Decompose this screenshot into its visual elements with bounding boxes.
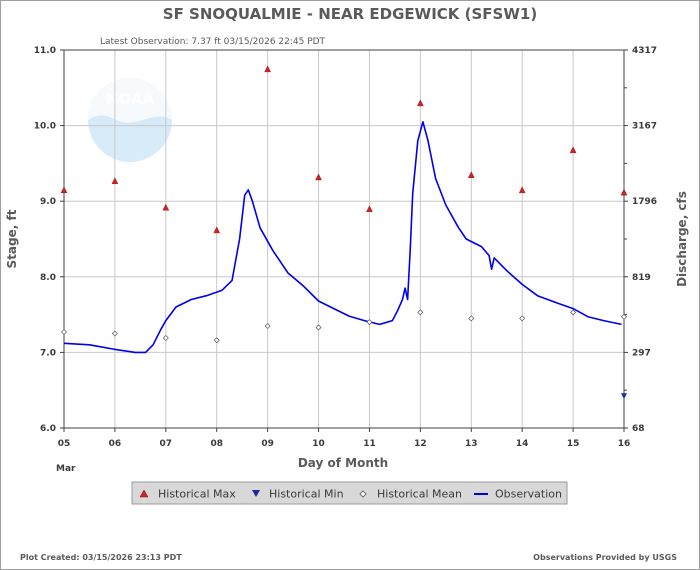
historical-mean-marker [519, 315, 526, 322]
historical-max-marker [315, 173, 322, 181]
historical-mean-marker [264, 322, 271, 329]
chart-title: SF SNOQUALMIE - NEAR EDGEWICK (SFSW1) [163, 5, 537, 23]
series-layer [63, 121, 622, 354]
legend-max-label: Historical Max [158, 488, 236, 501]
noaa-logo-text: NOAA [106, 90, 155, 108]
y-tick-label-left: 8.0 [40, 273, 56, 283]
y-tick-label-right: 68 [632, 424, 645, 434]
y-tick-label-right: 297 [632, 348, 651, 358]
legend-max-icon [139, 489, 149, 498]
legend-box [131, 481, 568, 505]
historical-max-marker [162, 203, 170, 211]
plot-created-footer: Plot Created: 03/15/2026 23:13 PDT [20, 553, 182, 562]
x-tick-label: 05 [58, 439, 71, 449]
y-tick-label-right: 4317 [632, 46, 657, 56]
historical-min-marker [621, 393, 627, 400]
y-axis-label-left: Stage, ft [5, 209, 19, 268]
x-tick-label: 09 [261, 439, 274, 449]
y-tick-label-left: 6.0 [40, 424, 56, 434]
x-tick-label: 10 [312, 439, 325, 449]
y-tick-label-left: 10.0 [34, 122, 56, 132]
historical-mean-marker [468, 315, 475, 322]
historical-max-marker [111, 177, 119, 184]
legend-mean-label: Historical Mean [377, 488, 462, 501]
legend-mean-icon [359, 490, 367, 498]
noaa-logo-watermark: NOAA [88, 78, 172, 162]
historical-max-marker [366, 205, 373, 212]
marker-layer [60, 65, 628, 400]
legend: Historical Max Historical Min Historical… [131, 481, 568, 505]
x-tick-label: 08 [210, 439, 223, 449]
x-tick-label: 06 [109, 439, 122, 449]
historical-max-marker [569, 146, 577, 153]
historical-mean-marker [417, 309, 424, 316]
x-tick-label: 07 [160, 439, 173, 449]
x-tick-label: 11 [363, 439, 376, 449]
legend-min-icon [252, 490, 260, 497]
x-tick-label: 14 [516, 439, 529, 449]
axis-ticks: 05 06 07 08 09 10 11 12 13 14 15 16 6.0 7.0 8.0 9.0 10.0… [34, 46, 657, 449]
y-tick-label-right: 819 [632, 273, 651, 283]
historical-mean-marker [111, 330, 118, 337]
x-tick-label: 16 [618, 439, 631, 449]
historical-mean-marker [61, 328, 67, 335]
historical-max-marker [60, 186, 68, 194]
historical-max-marker [213, 226, 221, 234]
legend-min-label: Historical Min [269, 488, 344, 501]
historical-max-marker [417, 99, 424, 107]
historical-mean-marker [213, 337, 220, 344]
observations-provider-footer: Observations Provided by USGS [533, 553, 677, 562]
x-tick-label: 13 [465, 439, 478, 449]
x-tick-label: 15 [567, 439, 580, 449]
x-axis-label: Day of Month [298, 456, 388, 470]
historical-max-marker [467, 171, 475, 178]
y-axis-label-right: Discharge, cfs [675, 191, 689, 287]
y-tick-label-left: 9.0 [40, 197, 56, 207]
historical-mean-marker [366, 319, 373, 326]
x-tick-label: 12 [414, 439, 427, 449]
latest-observation: Latest Observation: 7.37 ft 03/15/2026 2… [100, 37, 326, 47]
legend-observation-label: Observation [495, 488, 562, 501]
historical-max-marker [518, 186, 526, 194]
historical-mean-marker [621, 313, 627, 320]
y-tick-label-left: 11.0 [34, 46, 56, 56]
grid-lines [64, 50, 624, 428]
historical-mean-marker [315, 324, 322, 331]
historical-mean-marker [570, 309, 577, 316]
x-month-label: Mar [56, 464, 76, 474]
y-tick-label-left: 7.0 [40, 348, 56, 358]
y-tick-label-right: 3167 [632, 122, 657, 132]
observation-line [63, 121, 622, 354]
historical-max-marker [264, 65, 271, 73]
historical-max-marker [620, 188, 628, 196]
historical-mean-marker [162, 335, 169, 342]
y-tick-label-right: 1796 [632, 197, 657, 207]
